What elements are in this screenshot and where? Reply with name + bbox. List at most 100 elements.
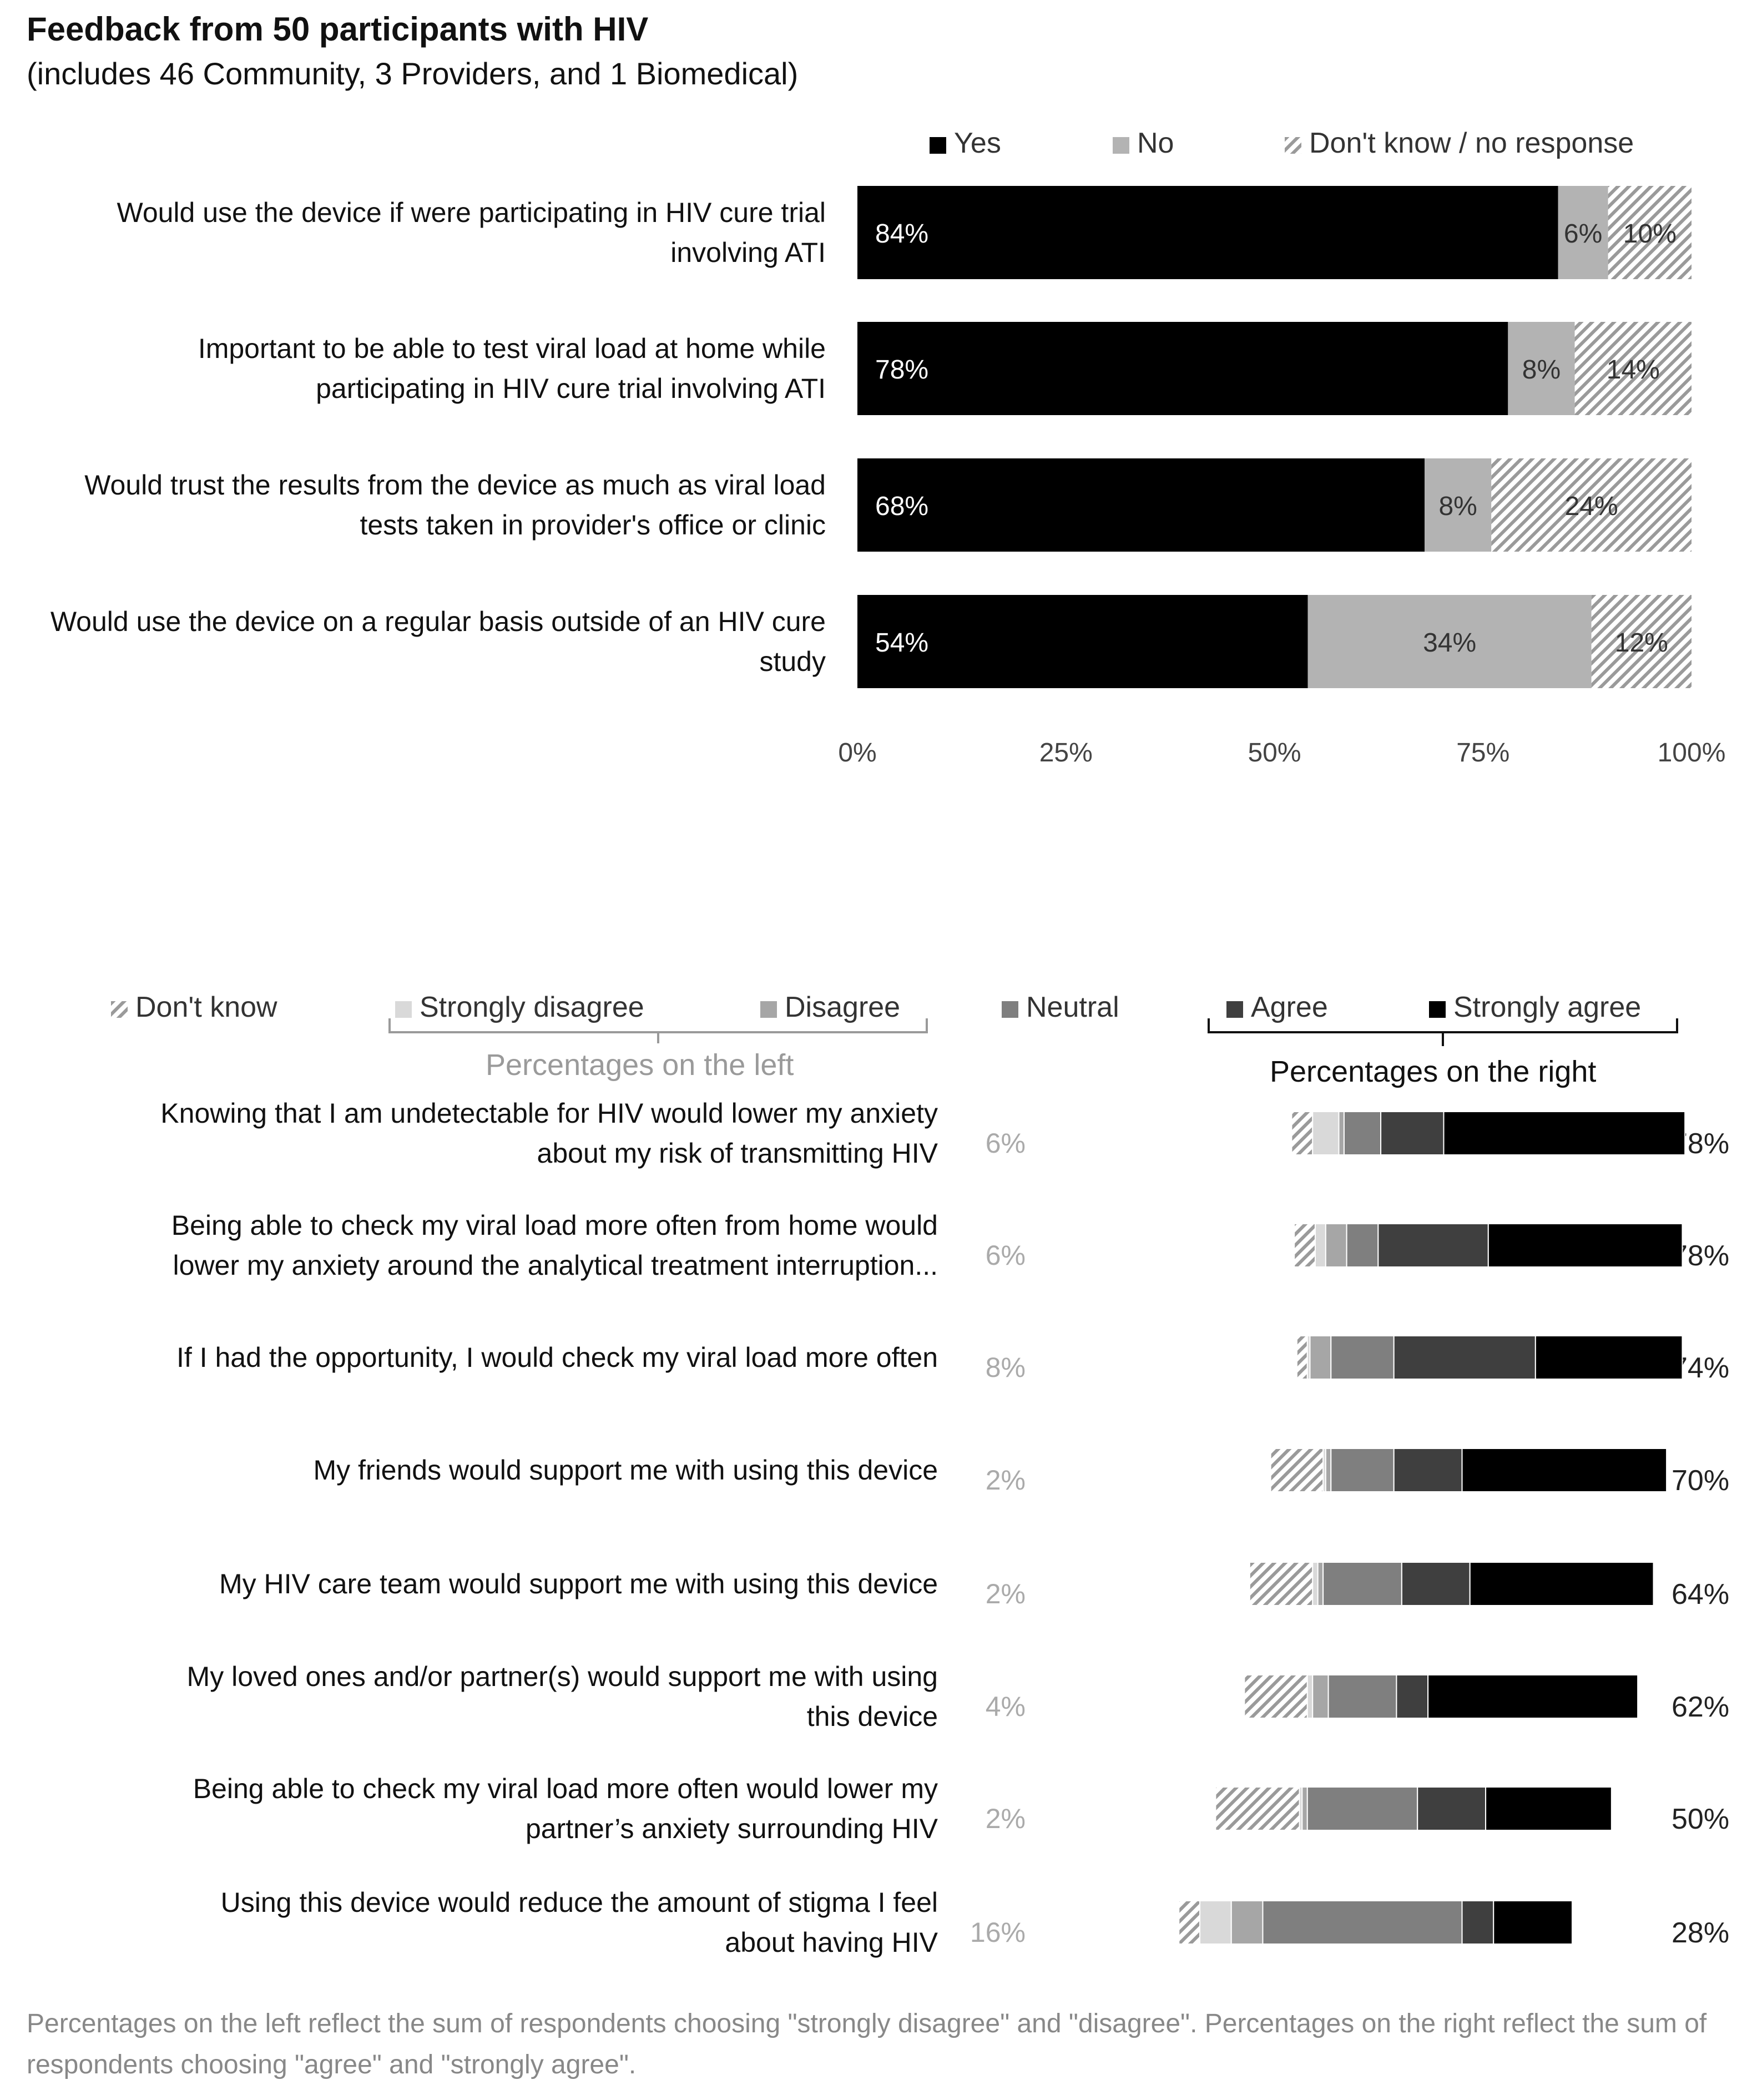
bar-neutral-3	[1330, 1335, 1395, 1380]
statement-label-1-line: Knowing that I am undetectable for HIV w…	[160, 1098, 938, 1129]
legend-label: No	[1137, 127, 1174, 159]
bar-strongly-agree-5	[1469, 1562, 1654, 1606]
statement-label-1-line: about my risk of transmitting HIV	[537, 1138, 938, 1169]
footnote: Percentages on the left reflect the sum …	[27, 2009, 1707, 2079]
bar-don-t-know-2	[1294, 1223, 1316, 1268]
legend-label: Agree	[1251, 991, 1328, 1023]
question-label-3: Would trust the results from the device …	[10, 465, 826, 545]
bar-strongly-agree-6	[1427, 1674, 1639, 1719]
data-label-don-t-know-no-response-1: 10%	[1623, 219, 1677, 249]
bar-don-t-know-7	[1215, 1786, 1300, 1831]
bar-strongly-agree-2	[1487, 1223, 1683, 1268]
bracket-right-label: Percentages on the right	[1270, 1055, 1597, 1088]
bar-agree-2	[1377, 1223, 1489, 1268]
bar-disagree-7	[1301, 1786, 1308, 1831]
question-label-4-line: Would use the device on a regular basis …	[50, 606, 826, 637]
bar-don-t-know-5	[1249, 1562, 1314, 1606]
bar-don-t-know-no-response-4	[1591, 595, 1692, 688]
legend-item-dont-know-2: Don't know	[111, 991, 277, 1024]
question-label-4: Would use the device on a regular basis …	[10, 602, 826, 682]
legend-swatch-yes-icon	[930, 137, 946, 154]
legend-swatch-strongly-disagree-icon	[395, 1001, 412, 1018]
legend-label: Disagree	[785, 991, 901, 1023]
left-percentage-7: 2%	[985, 1803, 1026, 1834]
statement-label-5: My HIV care team would support me with u…	[17, 1564, 938, 1604]
data-label-no-4: 34%	[1423, 628, 1476, 658]
left-percentage-1: 6%	[985, 1128, 1026, 1159]
data-label-no-3: 8%	[1438, 492, 1477, 521]
left-percentage-4: 2%	[985, 1465, 1026, 1496]
chart-subtitle: (includes 46 Community, 3 Providers, and…	[27, 56, 799, 91]
bar-neutral-7	[1306, 1786, 1418, 1831]
bar-disagree-3	[1309, 1335, 1332, 1380]
bar-don-t-know-no-response-3	[1491, 458, 1692, 552]
data-label-no-2: 8%	[1522, 355, 1561, 385]
bar-strongly-disagree-6	[1306, 1674, 1314, 1719]
legend-item-no: No	[1113, 127, 1174, 160]
chart-title: Feedback from 50 participants with HIV	[27, 11, 649, 48]
legend-label: Don't know	[135, 991, 277, 1023]
data-label-yes-4: 54%	[875, 628, 928, 658]
statement-label-4: My friends would support me with using t…	[17, 1450, 938, 1490]
bracket-left-label: Percentages on the left	[486, 1048, 794, 1082]
bar-don-t-know-6	[1244, 1674, 1308, 1719]
question-label-4-line: study	[759, 646, 826, 677]
statement-label-2-line: Being able to check my viral load more o…	[171, 1210, 938, 1241]
bar-strongly-disagree-5	[1312, 1562, 1319, 1606]
bar-yes-2	[857, 322, 1508, 415]
statement-label-7-line: Being able to check my viral load more o…	[193, 1773, 938, 1804]
question-label-3-line: Would trust the results from the device …	[84, 470, 826, 501]
legend-brackets	[388, 1018, 1678, 1046]
right-percentage-8: 28%	[1672, 1917, 1730, 1949]
bar-don-t-know-1	[1291, 1111, 1314, 1155]
statement-label-6-line: My loved ones and/or partner(s) would su…	[186, 1661, 938, 1692]
legend-label: Neutral	[1026, 991, 1119, 1023]
bar-don-t-know-3	[1296, 1335, 1308, 1380]
statement-label-7: Being able to check my viral load more o…	[17, 1769, 938, 1849]
data-label-don-t-know-no-response-2: 14%	[1607, 355, 1660, 385]
x-tick-label: 25%	[1039, 738, 1093, 768]
statement-label-4-line: My friends would support me with using t…	[313, 1455, 938, 1486]
bar-agree-4	[1393, 1448, 1463, 1492]
bar-no-4	[1307, 595, 1592, 688]
bar-disagree-5	[1317, 1562, 1324, 1606]
bar-don-t-know-no-response-2	[1574, 322, 1692, 415]
left-percentage-2: 6%	[985, 1240, 1026, 1271]
legend-item-neutral: Neutral	[1002, 991, 1119, 1024]
data-label-don-t-know-no-response-4: 12%	[1615, 628, 1668, 658]
bar-agree-5	[1401, 1562, 1471, 1606]
legend-label: Strongly agree	[1453, 991, 1642, 1023]
x-tick-label: 50%	[1248, 738, 1301, 768]
x-tick-label: 100%	[1658, 738, 1726, 768]
legend-swatch-neutral-icon	[1002, 1001, 1018, 1018]
bar-don-t-know-no-response-1	[1608, 186, 1692, 279]
bar-yes-1	[857, 186, 1558, 279]
bar-neutral-4	[1330, 1448, 1395, 1492]
left-percentage-3: 8%	[985, 1352, 1026, 1383]
bar-agree-8	[1461, 1900, 1494, 1945]
statement-label-5-line: My HIV care team would support me with u…	[219, 1568, 938, 1599]
bar-disagree-8	[1230, 1900, 1264, 1945]
statement-label-8-line: about having HIV	[725, 1927, 938, 1958]
bar-agree-7	[1417, 1786, 1487, 1831]
bar-disagree-4	[1325, 1448, 1332, 1492]
bar-don-t-know-4	[1270, 1448, 1324, 1492]
bar-strongly-agree-1	[1443, 1111, 1686, 1155]
question-label-1-line: Would use the device if were participati…	[117, 197, 826, 228]
statement-label-1: Knowing that I am undetectable for HIV w…	[17, 1093, 938, 1173]
bar-strongly-disagree-8	[1199, 1900, 1232, 1945]
legend-item-strongly-disagree: Strongly disagree	[395, 991, 644, 1024]
x-tick-label: 75%	[1456, 738, 1509, 768]
data-label-yes-3: 68%	[875, 492, 928, 521]
statement-label-6: My loved ones and/or partner(s) would su…	[17, 1657, 938, 1736]
statement-label-8-line: Using this device would reduce the amoun…	[220, 1887, 938, 1918]
right-percentage-4: 70%	[1672, 1465, 1730, 1497]
bar-yes-3	[857, 458, 1425, 552]
data-label-yes-1: 84%	[875, 219, 928, 249]
bar-disagree-2	[1325, 1223, 1347, 1268]
bar-neutral-6	[1327, 1674, 1397, 1719]
legend-label: Strongly disagree	[420, 991, 644, 1023]
bar-agree-1	[1380, 1111, 1445, 1155]
bar-yes-4	[857, 595, 1308, 688]
bar-no-2	[1508, 322, 1575, 415]
